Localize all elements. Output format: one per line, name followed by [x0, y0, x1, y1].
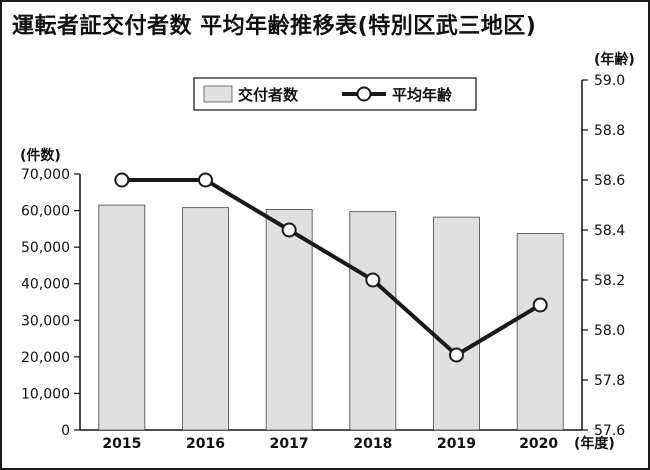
x-axis-unit: (年度): [574, 435, 615, 452]
left-tick-label: 70,000: [21, 167, 70, 183]
bar-2019: [433, 216, 480, 431]
right-axis-ticks: 57.6 57.8 58.0 58.2 58.4 58.6 58.8 59.0: [582, 73, 625, 439]
x-tick-label: 2017: [270, 436, 309, 452]
bar-2020: [516, 233, 564, 431]
right-tick-label: 58.2: [594, 273, 625, 289]
left-tick-label: 10,000: [21, 386, 70, 402]
chart-title: 運転者証交付者数 平均年齢推移表(特別区武三地区): [12, 14, 537, 39]
x-tick-label: 2016: [186, 436, 225, 452]
legend-line-label: 平均年齢: [392, 86, 453, 104]
right-tick-label: 57.6: [594, 423, 625, 439]
left-tick-label: 30,000: [21, 313, 70, 329]
line-series: [114, 172, 548, 363]
right-tick-label: 57.8: [594, 373, 625, 389]
legend-line-marker: [356, 86, 372, 102]
legend-bar-swatch: [203, 85, 233, 103]
right-tick-label: 58.4: [594, 223, 625, 239]
legend-box: [193, 77, 477, 111]
right-tick-label: 59.0: [594, 73, 625, 89]
x-tick-label: 2015: [102, 436, 141, 452]
bar-2016: [182, 207, 229, 431]
age-point-2017: [281, 222, 297, 238]
left-tick-label: 20,000: [21, 350, 70, 366]
right-tick-label: 58.0: [594, 323, 625, 339]
bar-2015: [98, 204, 146, 431]
age-point-2020: [532, 297, 548, 313]
left-axis-ticks: 0 10,000 20,000 30,000 40,000 50,000 60,000 70,…: [21, 167, 80, 439]
bar-2018: [349, 211, 397, 431]
age-point-2018: [365, 272, 381, 288]
average-age-line: [121, 178, 542, 357]
left-axis-unit: (件数): [20, 147, 61, 164]
x-tick-label: 2019: [437, 436, 476, 452]
left-tick-label: 0: [61, 423, 70, 439]
bar-2017: [265, 209, 313, 431]
left-tick-label: 50,000: [21, 240, 70, 256]
right-tick-label: 58.8: [594, 123, 625, 139]
right-axis-unit: (年齢): [594, 51, 635, 68]
age-point-2015: [114, 172, 130, 188]
x-tick-label: 2020: [519, 436, 558, 452]
bar-series: [98, 204, 564, 431]
left-tick-label: 60,000: [21, 204, 70, 220]
age-point-2019: [449, 347, 464, 363]
age-point-2016: [198, 172, 213, 188]
left-tick-label: 40,000: [21, 277, 70, 293]
x-tick-label: 2018: [353, 436, 392, 452]
legend: 交付者数 平均年齢: [193, 77, 477, 111]
right-tick-label: 58.6: [594, 173, 625, 189]
legend-bar-label: 交付者数: [238, 86, 299, 104]
x-axis-ticks: 2015 2016 2017 2018 2019 2020: [102, 436, 558, 452]
